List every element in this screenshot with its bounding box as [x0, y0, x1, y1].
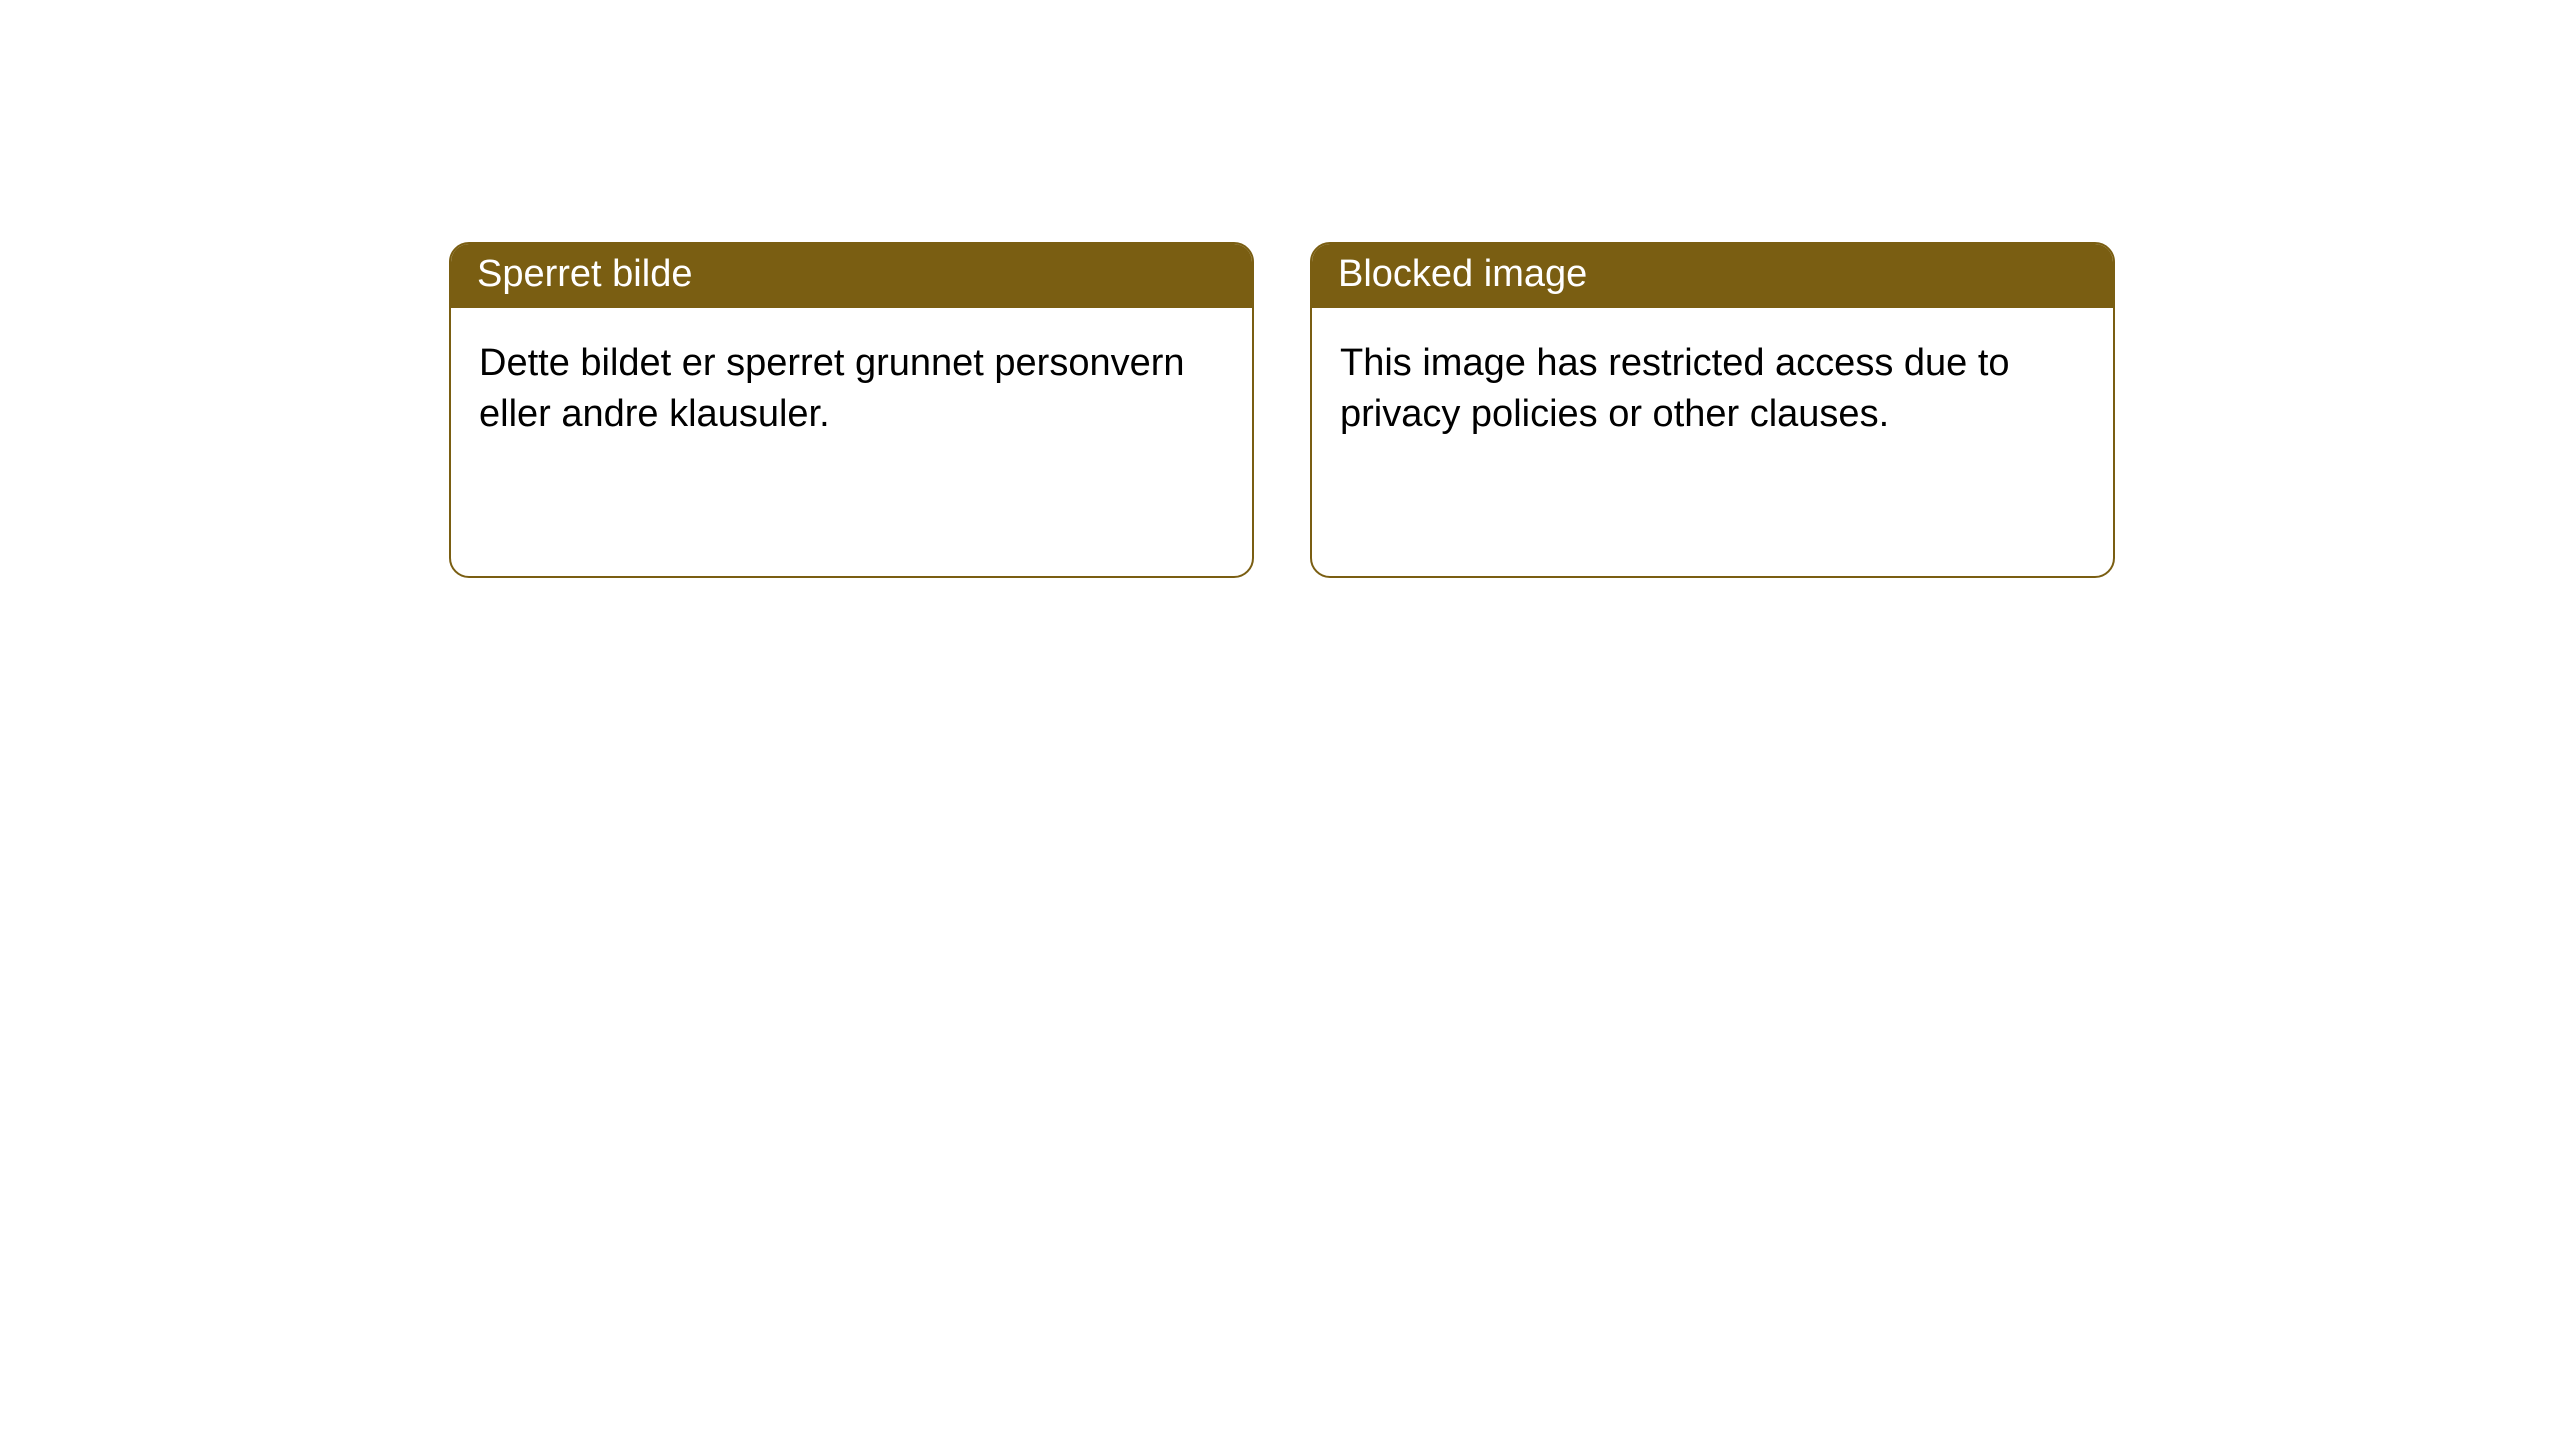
notice-container: Sperret bilde Dette bildet er sperret gr… [0, 0, 2560, 578]
notice-title-no: Sperret bilde [451, 244, 1252, 308]
notice-body-en: This image has restricted access due to … [1312, 308, 2113, 471]
notice-card-no: Sperret bilde Dette bildet er sperret gr… [449, 242, 1254, 578]
notice-title-en: Blocked image [1312, 244, 2113, 308]
notice-card-en: Blocked image This image has restricted … [1310, 242, 2115, 578]
notice-body-no: Dette bildet er sperret grunnet personve… [451, 308, 1252, 471]
